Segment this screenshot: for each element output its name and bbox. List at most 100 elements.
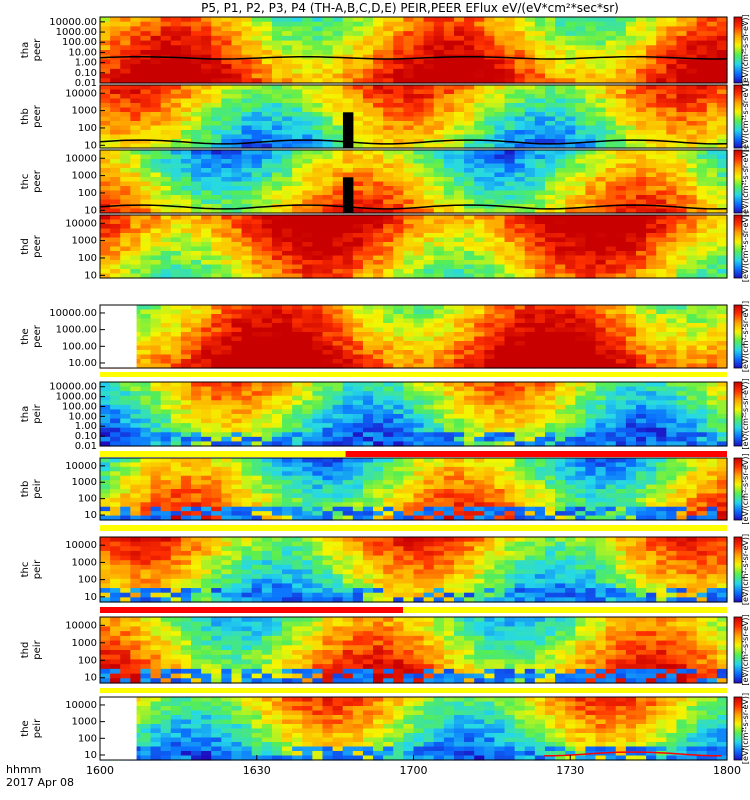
- heatmap-cell: [393, 116, 404, 122]
- heatmap-cell: [716, 31, 728, 37]
- heatmap-cell: [393, 26, 404, 32]
- heatmap-cell: [484, 73, 495, 79]
- heatmap-cell: [595, 228, 607, 234]
- heatmap-cell: [413, 215, 425, 221]
- heatmap-cell: [656, 246, 667, 252]
- heatmap-cell: [514, 59, 526, 65]
- heatmap-cell: [595, 89, 607, 95]
- heatmap-cell: [231, 228, 243, 234]
- heatmap-cell: [635, 264, 647, 270]
- heatmap-cell: [191, 45, 202, 51]
- heatmap-cell: [656, 273, 667, 279]
- heatmap-cell: [201, 177, 212, 183]
- heatmap-cell: [251, 85, 263, 91]
- heatmap-cell: [514, 98, 526, 104]
- heatmap-cell: [625, 121, 637, 127]
- heatmap-cell: [565, 35, 576, 42]
- heatmap-cell: [706, 31, 718, 37]
- heatmap-cell: [635, 172, 647, 178]
- heatmap-cell: [413, 224, 425, 230]
- heatmap-cell: [251, 17, 263, 23]
- heatmap-cell: [474, 125, 485, 131]
- heatmap-cell: [413, 150, 425, 156]
- heatmap-cell: [605, 195, 617, 201]
- heatmap-cell: [615, 98, 627, 104]
- heatmap-cell: [282, 233, 293, 239]
- heatmap-cell: [110, 228, 121, 234]
- heatmap-cell: [413, 219, 425, 225]
- heatmap-cell: [544, 215, 556, 221]
- heatmap-cell: [170, 409, 182, 415]
- heatmap-cell: [302, 255, 313, 261]
- heatmap-cell: [524, 94, 536, 100]
- heatmap-cell: [595, 386, 607, 392]
- heatmap-cell: [686, 107, 698, 113]
- heatmap-cell: [332, 125, 344, 131]
- heatmap-cell: [130, 125, 142, 131]
- heatmap-cell: [140, 73, 152, 79]
- heatmap-cell: [706, 26, 718, 32]
- heatmap-cell: [292, 94, 303, 100]
- heatmap-cell: [211, 103, 222, 109]
- heatmap-cell: [494, 45, 506, 51]
- heatmap-cell: [716, 251, 728, 257]
- heatmap-cell: [352, 219, 364, 225]
- heatmap-cell: [191, 172, 202, 178]
- heatmap-cell: [362, 246, 374, 252]
- heatmap-cell: [170, 359, 182, 365]
- heatmap-cell: [130, 409, 142, 415]
- heatmap-cell: [696, 233, 708, 239]
- heatmap-cell: [332, 418, 344, 424]
- heatmap-cell: [464, 172, 475, 178]
- heatmap-cell: [676, 163, 688, 169]
- heatmap-cell: [211, 318, 222, 324]
- heatmap-cell: [180, 314, 192, 320]
- heatmap-cell: [120, 391, 131, 397]
- heatmap-cell: [696, 251, 708, 257]
- heatmap-cell: [241, 354, 253, 360]
- heatmap-cell: [302, 363, 313, 369]
- heatmap-cell: [160, 233, 172, 239]
- heatmap-cell: [635, 89, 647, 95]
- heatmap-cell: [180, 273, 192, 279]
- heatmap-cell: [373, 45, 384, 51]
- heatmap-cell: [120, 199, 131, 205]
- heatmap-cell: [716, 181, 728, 187]
- heatmap-cell: [605, 17, 617, 23]
- heatmap-cell: [261, 363, 273, 369]
- heatmap-cell: [221, 21, 233, 28]
- heatmap-cell: [271, 327, 283, 333]
- heatmap-cell: [120, 45, 131, 51]
- heatmap-cell: [706, 204, 718, 210]
- heatmap-cell: [120, 163, 131, 169]
- heatmap-cell: [676, 251, 688, 257]
- heatmap-cell: [140, 125, 152, 131]
- heatmap-cell: [251, 314, 263, 320]
- heatmap-cell: [474, 181, 485, 187]
- heatmap-cell: [332, 350, 344, 356]
- heatmap-cell: [322, 332, 334, 338]
- heatmap-cell: [615, 154, 627, 160]
- heatmap-cell: [322, 26, 334, 32]
- heatmap-cell: [271, 45, 283, 51]
- heatmap-cell: [433, 237, 445, 243]
- heatmap-cell: [484, 318, 495, 324]
- heatmap-cell: [140, 159, 152, 165]
- heatmap-cell: [433, 159, 445, 165]
- heatmap-cell: [595, 269, 607, 275]
- heatmap-cell: [474, 255, 485, 261]
- heatmap-cell: [595, 345, 607, 351]
- heatmap-cell: [474, 89, 485, 95]
- heatmap-cell: [534, 237, 546, 243]
- heatmap-cell: [514, 345, 526, 351]
- heatmap-cell: [453, 181, 465, 187]
- heatmap-cell: [413, 107, 425, 113]
- heatmap-cell: [635, 314, 647, 320]
- heatmap-cell: [504, 26, 516, 32]
- heatmap-cell: [180, 242, 192, 248]
- heatmap-cell: [150, 21, 162, 28]
- heatmap-cell: [352, 125, 364, 131]
- heatmap-cell: [534, 391, 546, 397]
- heatmap-cell: [544, 199, 556, 205]
- heatmap-cell: [464, 246, 475, 252]
